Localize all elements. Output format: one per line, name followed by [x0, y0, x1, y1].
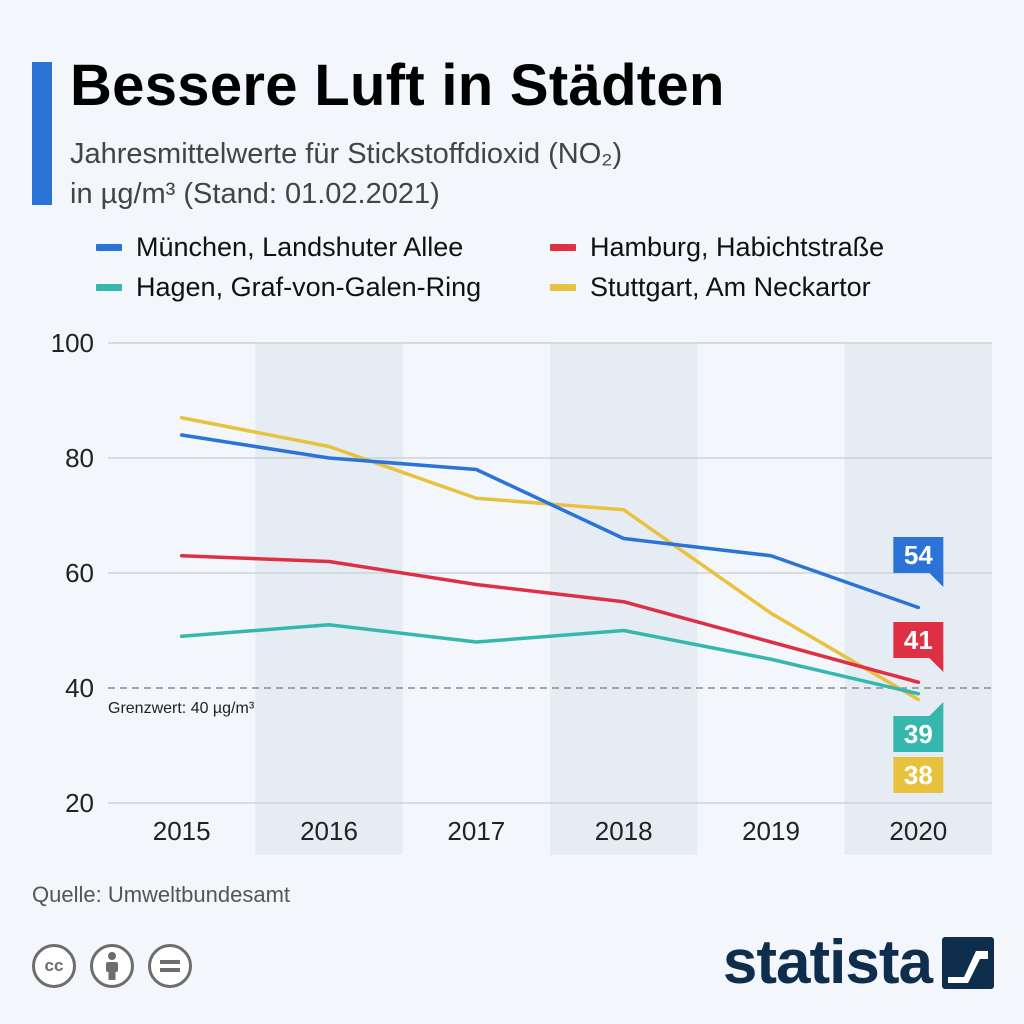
- statista-brand[interactable]: statista: [723, 932, 994, 994]
- x-tick-label-2015: 2015: [153, 816, 211, 846]
- line-chart: 20 40 60 80 100 2015 2016 2017 2018 2019 2020 Grenz…: [51, 328, 992, 855]
- series-line-0: [179, 433, 921, 610]
- x-tick-label-2016: 2016: [300, 816, 358, 846]
- end-value-badge-0: 54: [893, 537, 944, 587]
- person-glyph: [106, 952, 118, 980]
- equals-icon: [148, 944, 192, 988]
- x-tick-label-2018: 2018: [595, 816, 653, 846]
- legend-swatch-muenchen: [96, 244, 122, 251]
- end-value-badge-2: 39: [893, 702, 944, 752]
- legend-label-hagen: Hagen, Graf-von-Galen-Ring: [136, 272, 482, 302]
- end-value-label-3: 38: [904, 760, 933, 790]
- page-subtitle: Jahresmittelwerte für Stickstoffdioxid (…: [70, 138, 623, 210]
- statista-logo-icon: [942, 937, 994, 989]
- series-line-2: [179, 623, 921, 696]
- equals-glyph: [160, 960, 180, 972]
- title-accent-bar: [32, 62, 52, 205]
- brand-wordmark: statista: [722, 928, 933, 997]
- legend-swatch-stuttgart: [550, 284, 576, 291]
- y-tick-label-100: 100: [51, 328, 94, 358]
- end-value-label-1: 41: [904, 625, 933, 655]
- legend-label-hamburg: Hamburg, Habichtstraße: [590, 232, 885, 262]
- person-icon: [90, 944, 134, 988]
- threshold-label: Grenzwert: 40 µg/m³: [108, 700, 255, 717]
- cc-text: cc: [44, 956, 64, 975]
- x-tick-label-2020: 2020: [889, 816, 947, 846]
- x-tick-label-2019: 2019: [742, 816, 800, 846]
- chart-legend: München, Landshuter Allee Hamburg, Habic…: [96, 232, 996, 312]
- y-tick-label-80: 80: [65, 443, 94, 473]
- column-band-2016: [255, 343, 403, 855]
- cc-icon: cc: [32, 944, 76, 988]
- legend-item-muenchen: München, Landshuter Allee: [96, 232, 463, 263]
- y-tick-label-20: 20: [65, 788, 94, 818]
- legend-swatch-hagen: [96, 284, 122, 291]
- legend-item-stuttgart: Stuttgart, Am Neckartor: [550, 272, 871, 303]
- y-tick-label-60: 60: [65, 558, 94, 588]
- column-band-2018: [550, 343, 698, 855]
- legend-label-muenchen: München, Landshuter Allee: [136, 232, 464, 262]
- x-tick-label-2017: 2017: [447, 816, 505, 846]
- source-note: Quelle: Umweltbundesamt: [32, 882, 291, 907]
- page-title: Bessere Luft in Städten: [70, 53, 725, 118]
- y-tick-label-40: 40: [65, 673, 94, 703]
- series-line-1: [179, 554, 921, 684]
- legend-swatch-hamburg: [550, 244, 576, 251]
- legend-label-stuttgart: Stuttgart, Am Neckartor: [590, 272, 871, 302]
- end-value-label-2: 39: [904, 719, 933, 749]
- legend-item-hamburg: Hamburg, Habichtstraße: [550, 232, 884, 263]
- end-value-label-0: 54: [904, 540, 933, 570]
- end-value-badge-1: 41: [893, 622, 944, 672]
- license-icons: cc: [32, 944, 192, 988]
- end-value-badge-3: 38: [893, 757, 944, 793]
- legend-item-hagen: Hagen, Graf-von-Galen-Ring: [96, 272, 481, 303]
